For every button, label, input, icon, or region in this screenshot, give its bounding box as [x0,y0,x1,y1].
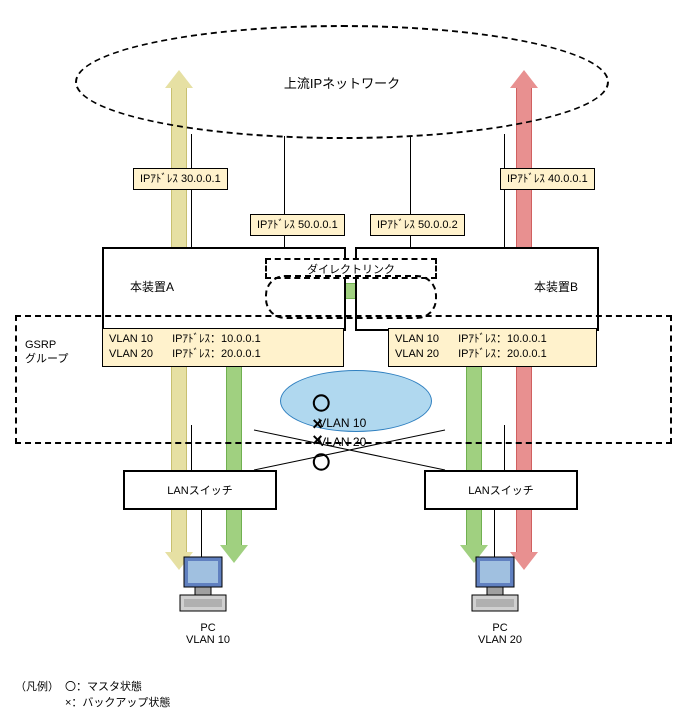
master-symbol: 〇 [312,453,330,473]
legend-head: （凡例） [15,678,59,694]
vlan10-r: VLAN 10 [395,332,455,347]
status-row-vlan20: × VLAN 20 〇 [300,402,372,487]
backup-symbol: × [312,414,323,434]
vlan-box-left: VLAN 10 IPｱﾄﾞﾚｽ：10.0.0.1 VLAN 20 IPｱﾄﾞﾚｽ… [102,328,344,367]
legend-master: 〇：マスタ状態 [65,678,142,694]
ip20-l: IPｱﾄﾞﾚｽ：20.0.0.1 [172,348,261,360]
device-a-label: 本装置A [130,278,174,295]
ip10-r: IPｱﾄﾞﾚｽ：10.0.0.1 [458,333,547,345]
pc2-label: PC VLAN 20 [472,622,528,646]
vlan-box-right: VLAN 10 IPｱﾄﾞﾚｽ：10.0.0.1 VLAN 20 IPｱﾄﾞﾚｽ… [388,328,597,367]
pc-icon [180,555,226,617]
device-b-label: 本装置B [534,278,578,295]
ip10-l: IPｱﾄﾞﾚｽ：10.0.0.1 [172,333,261,345]
vlan10-l: VLAN 10 [109,332,169,347]
ip-box-left: IPｱﾄﾞﾚｽ 30.0.0.1 [133,168,228,190]
ip-box-mid-r: IPｱﾄﾞﾚｽ 50.0.0.2 [370,214,465,236]
vlan20-r: VLAN 20 [395,347,455,362]
upstream-network: 上流IPネットワーク [75,25,609,139]
oval-vlan20: VLAN 20 [318,435,366,449]
network-diagram: 上流IPネットワーク IPｱﾄﾞﾚｽ 30.0.0.1 IPｱﾄﾞﾚｽ 40.0… [10,10,673,713]
upstream-label: 上流IPネットワーク [284,73,400,92]
lan-switch-left: LANスイッチ [123,470,277,510]
pc1-label: PC VLAN 10 [180,622,236,646]
direct-link-round [265,275,437,319]
vlan20-l: VLAN 20 [109,347,169,362]
legend-backup: ×：バックアップ状態 [65,694,170,710]
gsrp-label: GSRP グループ [25,338,68,367]
ip-box-mid-l: IPｱﾄﾞﾚｽ 50.0.0.1 [250,214,345,236]
lan-switch-label: LANスイッチ [468,482,533,498]
lan-switch-right: LANスイッチ [424,470,578,510]
ip20-r: IPｱﾄﾞﾚｽ：20.0.0.1 [458,348,547,360]
pc-icon [472,555,518,617]
ip-box-right: IPｱﾄﾞﾚｽ 40.0.0.1 [500,168,595,190]
lan-switch-label: LANスイッチ [167,482,232,498]
